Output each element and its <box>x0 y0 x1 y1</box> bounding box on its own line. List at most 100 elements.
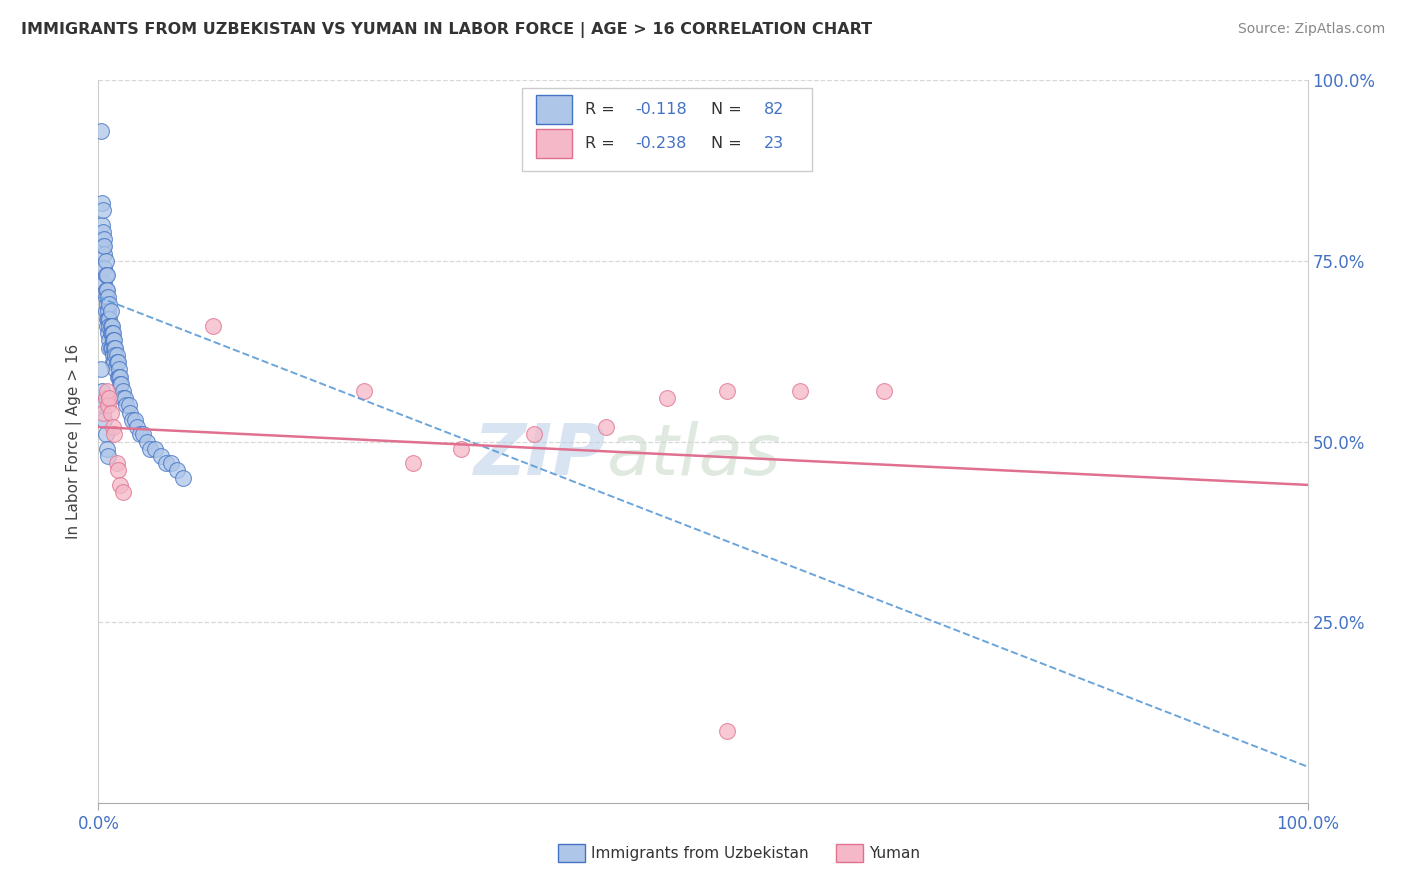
Point <box>96 311 118 326</box>
Point <box>111 384 134 398</box>
Point <box>100 341 122 355</box>
Point <box>96 442 118 456</box>
Text: ZIP: ZIP <box>474 422 606 491</box>
Point <box>128 427 150 442</box>
Point <box>94 253 117 268</box>
Point <box>91 196 114 211</box>
Point <box>94 268 117 283</box>
Point <box>94 427 117 442</box>
Point <box>716 723 738 738</box>
Point <box>96 297 118 311</box>
Point <box>91 225 114 239</box>
Point <box>98 334 121 348</box>
Point <box>107 355 129 369</box>
Point <box>450 442 472 456</box>
Point <box>155 456 177 470</box>
Point <box>101 420 124 434</box>
Point <box>105 348 128 362</box>
FancyBboxPatch shape <box>536 95 572 124</box>
Point <box>91 406 114 420</box>
Point <box>353 384 375 398</box>
FancyBboxPatch shape <box>522 87 811 170</box>
Point <box>97 398 120 412</box>
Text: R =: R = <box>585 102 620 117</box>
Point <box>105 456 128 470</box>
Point <box>108 376 131 391</box>
Point <box>94 391 117 405</box>
Text: N =: N = <box>711 136 748 151</box>
Point <box>139 442 162 456</box>
Point <box>96 318 118 333</box>
Point <box>101 334 124 348</box>
Point <box>166 463 188 477</box>
Point <box>93 276 115 290</box>
Point <box>103 341 125 355</box>
Point <box>97 290 120 304</box>
Point <box>108 362 131 376</box>
Point <box>91 384 114 398</box>
Point <box>143 442 166 456</box>
Point <box>172 470 194 484</box>
Point <box>108 478 131 492</box>
Point <box>105 355 128 369</box>
Point <box>523 427 546 442</box>
Point <box>93 232 115 246</box>
Point <box>114 391 136 405</box>
Point <box>103 427 125 442</box>
Point <box>96 268 118 283</box>
Point <box>98 318 121 333</box>
Point <box>111 391 134 405</box>
Point <box>124 413 146 427</box>
Text: R =: R = <box>585 136 620 151</box>
Point <box>104 341 127 355</box>
Point <box>789 384 811 398</box>
Point <box>121 413 143 427</box>
Text: Source: ZipAtlas.com: Source: ZipAtlas.com <box>1237 22 1385 37</box>
Point <box>98 297 121 311</box>
Point <box>91 398 114 412</box>
Point <box>202 318 225 333</box>
Point <box>93 246 115 260</box>
Point <box>135 434 157 449</box>
Point <box>127 420 149 434</box>
Point <box>107 463 129 477</box>
Point <box>104 348 127 362</box>
Point <box>108 369 131 384</box>
Point <box>100 341 122 355</box>
Point <box>100 318 122 333</box>
Point <box>98 341 121 355</box>
Point <box>107 369 129 384</box>
Point <box>100 318 122 333</box>
Point <box>98 311 121 326</box>
Point <box>97 449 120 463</box>
Point <box>101 348 124 362</box>
Point <box>873 384 896 398</box>
Text: Yuman: Yuman <box>869 846 920 861</box>
Text: -0.118: -0.118 <box>636 102 688 117</box>
FancyBboxPatch shape <box>558 844 585 862</box>
Text: atlas: atlas <box>606 422 780 491</box>
Point <box>595 420 617 434</box>
Point <box>94 304 117 318</box>
Point <box>97 304 120 318</box>
Point <box>402 456 425 470</box>
Point <box>100 304 122 318</box>
Point <box>103 334 125 348</box>
Text: 82: 82 <box>763 102 783 117</box>
Point <box>118 398 141 412</box>
Point <box>91 218 114 232</box>
FancyBboxPatch shape <box>837 844 863 862</box>
Text: Immigrants from Uzbekistan: Immigrants from Uzbekistan <box>591 846 808 861</box>
Text: IMMIGRANTS FROM UZBEKISTAN VS YUMAN IN LABOR FORCE | AGE > 16 CORRELATION CHART: IMMIGRANTS FROM UZBEKISTAN VS YUMAN IN L… <box>21 22 872 38</box>
Point <box>100 326 122 340</box>
Y-axis label: In Labor Force | Age > 16: In Labor Force | Age > 16 <box>66 344 83 539</box>
Point <box>97 326 120 340</box>
Text: 23: 23 <box>763 136 783 151</box>
Point <box>101 326 124 340</box>
Point <box>97 311 120 326</box>
Point <box>111 485 134 500</box>
Point <box>100 326 122 340</box>
Point <box>132 427 155 442</box>
Point <box>118 406 141 420</box>
Point <box>90 362 112 376</box>
